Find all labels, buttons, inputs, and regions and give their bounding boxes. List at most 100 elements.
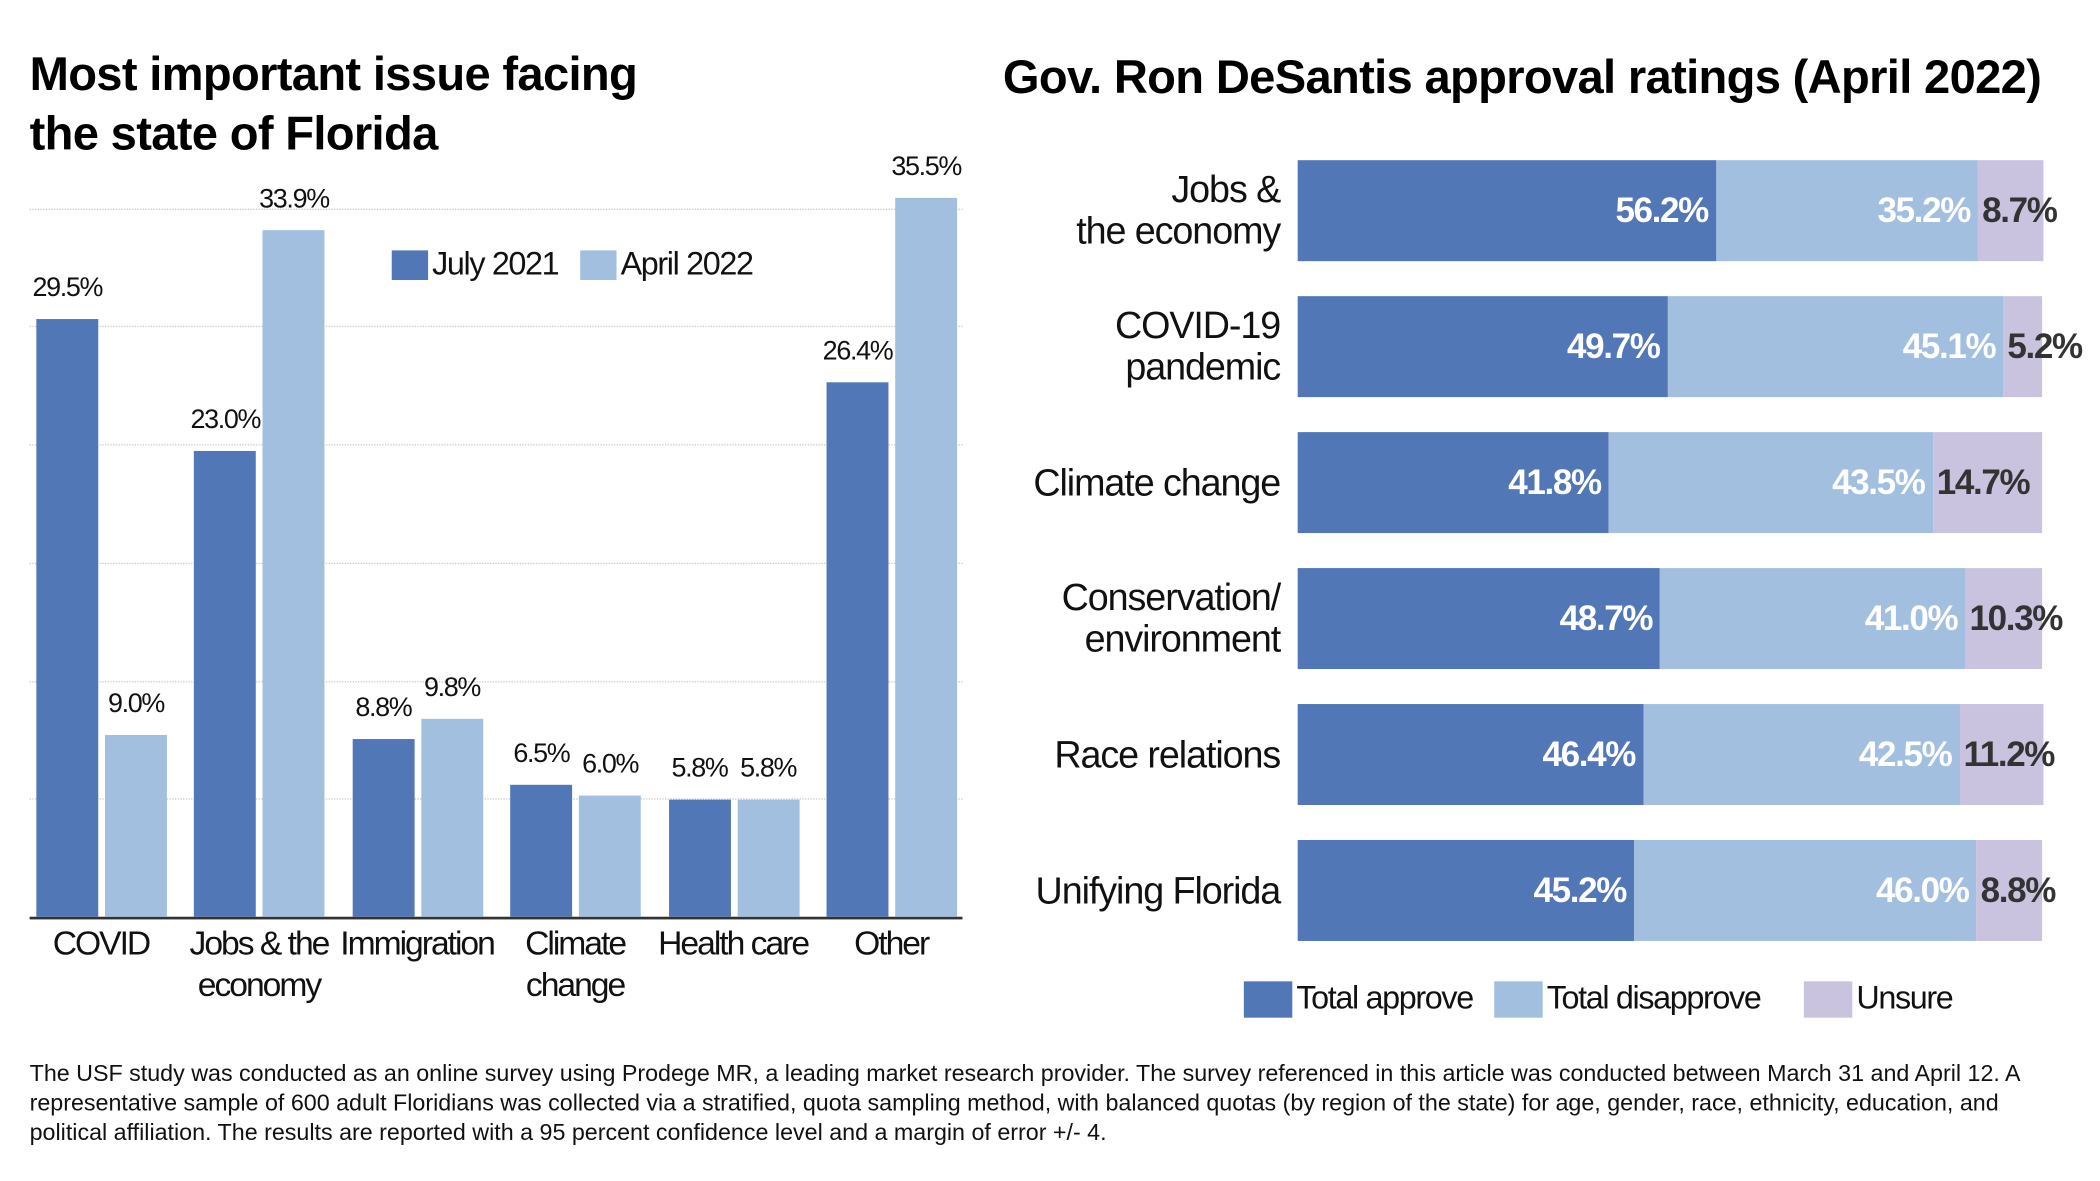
bar-april-2022 <box>104 734 167 917</box>
segment-value-label: 46.4% <box>1542 733 1636 775</box>
bar-april-2022 <box>263 230 325 917</box>
segment-value-label: 45.2% <box>1533 869 1628 910</box>
segment-value-label: 8.8% <box>1980 869 2057 910</box>
segment-total-approve <box>1297 432 1609 534</box>
segment-unsure <box>1976 839 2043 941</box>
legend-label: April 2022 <box>620 246 754 283</box>
category-label: Climate change <box>494 923 656 1006</box>
row-label-line: Unifying Florida <box>1035 868 1282 911</box>
gridline <box>29 562 963 564</box>
category-label-line: COVID <box>52 924 152 963</box>
legend-swatch <box>580 250 617 280</box>
segment-total-approve <box>1297 160 1717 262</box>
value-label: 9.8% <box>424 672 481 703</box>
segment-value-label: 14.7% <box>1936 461 2031 503</box>
segment-total-approve <box>1297 704 1644 805</box>
segment-value-label: 35.2% <box>1877 189 1971 231</box>
methodology-footnote: The USF study was conducted as an online… <box>29 1059 2020 1146</box>
right-chart-title: Gov. Ron DeSantis approval ratings (Apri… <box>1002 51 2042 104</box>
segment-value-label: 5.2% <box>2007 325 2083 367</box>
segment-value-label: 41.0% <box>1864 597 1959 639</box>
legend-label: Unsure <box>1856 979 1953 1017</box>
legend-item: Total disapprove <box>1494 979 1762 1018</box>
segment-total-approve <box>1297 839 1635 941</box>
gridline <box>29 680 963 682</box>
value-label: 6.0% <box>582 749 639 780</box>
bar-july-2021 <box>826 382 889 917</box>
segment-unsure <box>1978 160 2043 262</box>
segment-value-label: 41.8% <box>1508 461 1602 503</box>
row-label-line: the economy <box>1076 209 1281 252</box>
gridline <box>29 798 963 800</box>
legend-item: Unsure <box>1803 979 1954 1018</box>
value-label: 29.5% <box>32 273 103 304</box>
segment-total-approve <box>1297 296 1668 398</box>
value-label: 35.5% <box>891 152 962 182</box>
category-label: Other <box>810 923 972 965</box>
segment-value-label: 48.7% <box>1559 597 1654 639</box>
row-label-line: Conservation/ <box>1061 576 1282 618</box>
legend-item: April 2022 <box>580 246 754 284</box>
segment-value-label: 8.7% <box>1982 189 2058 231</box>
x-axis-line <box>29 916 963 919</box>
bar-april-2022 <box>737 799 800 917</box>
value-label: 9.0% <box>107 688 165 719</box>
segment-total-disapprove <box>1643 704 1960 805</box>
gridline <box>29 326 963 328</box>
row-label: Race relations <box>1054 733 1281 775</box>
bar-april-2022 <box>421 718 483 917</box>
segment-total-approve <box>1297 568 1661 670</box>
segment-value-label: 43.5% <box>1832 461 1926 503</box>
bar-july-2021 <box>668 799 731 917</box>
legend-swatch <box>1494 980 1543 1018</box>
legend-item: Total approve <box>1243 980 1474 1018</box>
value-label: 26.4% <box>822 336 894 366</box>
segment-value-label: 11.2% <box>1963 733 2056 775</box>
value-label: 5.8% <box>671 753 728 784</box>
row-label-line: environment <box>1084 617 1282 660</box>
segment-unsure <box>2003 296 2043 398</box>
row-label-line: Jobs & <box>1171 168 1281 210</box>
segment-value-label: 45.1% <box>1902 325 1997 367</box>
row-label-line: Climate change <box>1033 461 1281 503</box>
segment-value-label: 42.5% <box>1858 733 1953 775</box>
legend-item: July 2021 <box>391 246 560 284</box>
row-label: COVID-19 pandemic <box>1114 304 1281 387</box>
left-title-line-1: Most important issue facing <box>29 48 638 101</box>
segment-value-label: 46.0% <box>1875 869 1970 910</box>
bar-april-2022 <box>895 197 958 917</box>
legend-swatch <box>391 250 429 280</box>
category-label-line: Other <box>854 924 930 963</box>
segment-total-disapprove <box>1716 160 1979 262</box>
left-title-line-2: the state of Florida <box>29 107 439 161</box>
segment-unsure <box>1965 568 2043 670</box>
bar-july-2021 <box>510 785 573 917</box>
segment-total-disapprove <box>1660 568 1966 670</box>
category-label-line: Jobs & the <box>189 924 331 963</box>
bar-july-2021 <box>352 738 415 917</box>
category-label-line: Immigration <box>340 924 496 963</box>
row-label: Climate change <box>1033 461 1281 503</box>
value-label: 23.0% <box>190 405 262 435</box>
category-label: Immigration <box>336 923 498 965</box>
bar-july-2021 <box>194 450 257 917</box>
left-chart-title: Most important issue facing the state of… <box>29 46 638 164</box>
value-label: 6.5% <box>513 739 570 769</box>
gridline <box>29 208 963 210</box>
segment-value-label: 49.7% <box>1567 325 1661 367</box>
segment-value-label: 10.3% <box>1969 597 2063 639</box>
row-label-line: COVID-19 <box>1114 304 1281 346</box>
segment-total-disapprove <box>1667 296 2004 398</box>
value-label: 5.8% <box>740 753 797 784</box>
legend-label: Total disapprove <box>1546 979 1762 1017</box>
category-label-line: Health care <box>658 924 810 963</box>
bar-april-2022 <box>579 795 642 917</box>
segment-total-disapprove <box>1608 432 1933 534</box>
row-label: Unifying Florida <box>1035 868 1282 911</box>
segment-value-label: 56.2% <box>1615 189 1709 231</box>
legend-swatch <box>1803 980 1853 1018</box>
row-label: Conservation/environment <box>1061 576 1282 660</box>
segment-unsure <box>1959 704 2043 805</box>
bar-july-2021 <box>36 319 99 917</box>
